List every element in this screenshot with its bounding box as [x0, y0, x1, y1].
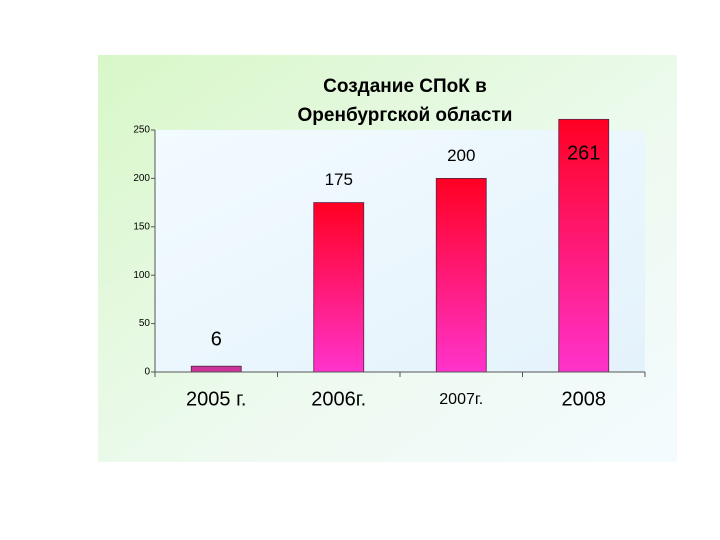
chart-title: Оренбургской области [298, 105, 513, 126]
bar [435, 177, 487, 372]
bar [558, 118, 610, 372]
bars [190, 118, 610, 372]
x-tick-label: 2005 г. [186, 388, 246, 410]
y-tick-label: 0 [144, 367, 150, 378]
data-label: 261 [567, 142, 600, 164]
y-tick-label: 100 [133, 270, 150, 281]
data-label: 175 [325, 170, 353, 189]
y-tick-label: 50 [139, 318, 151, 329]
x-tick-label: 2008 [562, 388, 607, 410]
y-tick-label: 200 [133, 173, 150, 184]
data-label: 6 [211, 328, 222, 350]
bar [190, 365, 242, 372]
bar [313, 202, 365, 372]
data-label: 200 [447, 146, 475, 165]
y-tick-label: 250 [133, 125, 150, 136]
x-tick-label: 2007г. [439, 391, 483, 408]
chart-title: Создание СПоК в [323, 76, 487, 97]
x-tick-label: 2006г. [311, 388, 366, 410]
y-tick-label: 150 [133, 221, 150, 232]
